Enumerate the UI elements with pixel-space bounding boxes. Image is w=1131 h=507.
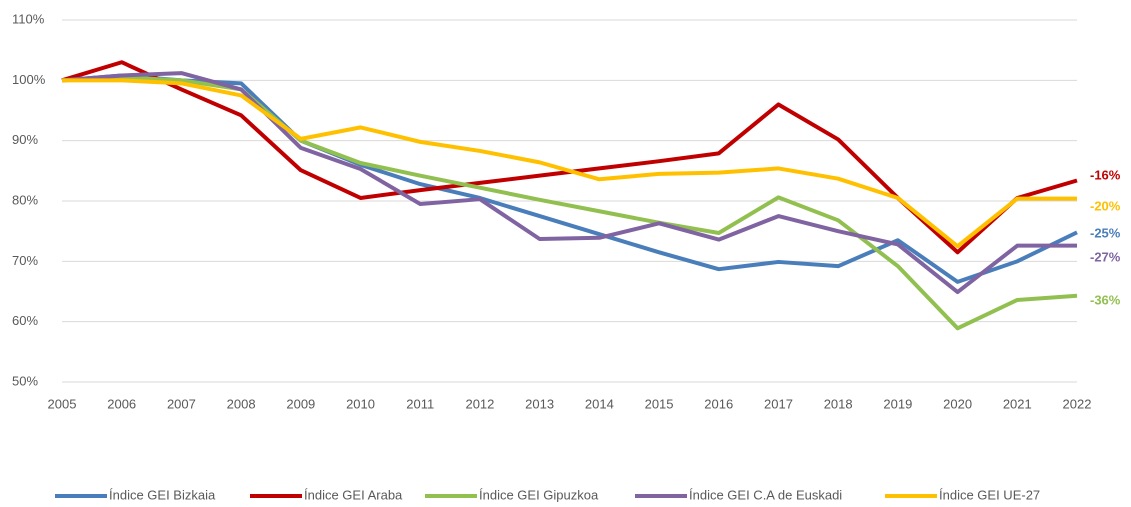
x-tick-label: 2007 [167, 396, 196, 411]
series-line [61, 75, 1078, 331]
x-tick-label: 2020 [943, 396, 972, 411]
x-tick-label: 2016 [704, 396, 733, 411]
legend-label: Índice GEI Gipuzkoa [479, 487, 599, 502]
y-tick-label: 60% [12, 313, 38, 328]
series-line [61, 71, 1077, 295]
legend-label: Índice GEI Bizkaia [109, 487, 216, 502]
y-tick-label: 70% [12, 253, 38, 268]
x-tick-label: 2009 [286, 396, 315, 411]
end-label: -20% [1090, 198, 1121, 213]
series-line [61, 73, 1078, 284]
x-tick-label: 2017 [764, 396, 793, 411]
x-tick-label: 2010 [346, 396, 375, 411]
legend-label: Índice GEI C.A de Euskadi [689, 487, 842, 502]
x-tick-label: 2005 [48, 396, 77, 411]
x-tick-label: 2013 [525, 396, 554, 411]
x-tick-label: 2014 [585, 396, 614, 411]
y-tick-label: 110% [12, 11, 45, 26]
x-tick-label: 2018 [824, 396, 853, 411]
x-tick-label: 2011 [406, 396, 434, 411]
end-label: -16% [1090, 167, 1121, 182]
x-tick-label: 2008 [227, 396, 256, 411]
end-label: -27% [1090, 249, 1121, 264]
x-tick-label: 2006 [107, 396, 136, 411]
legend-label: Índice GEI Araba [304, 487, 403, 502]
y-tick-label: 90% [12, 132, 38, 147]
y-tick-label: 100% [12, 72, 46, 87]
end-label: -36% [1090, 292, 1121, 307]
end-label: -25% [1090, 225, 1121, 240]
x-tick-label: 2012 [465, 396, 494, 411]
x-tick-label: 2015 [645, 396, 674, 411]
x-tick-label: 2019 [883, 396, 912, 411]
y-tick-label: 80% [12, 192, 38, 207]
legend-label: Índice GEI UE-27 [939, 487, 1040, 502]
x-tick-label: 2022 [1063, 396, 1092, 411]
x-tick-label: 2021 [1003, 396, 1032, 411]
y-tick-label: 50% [12, 373, 38, 388]
series-line [62, 78, 1077, 249]
